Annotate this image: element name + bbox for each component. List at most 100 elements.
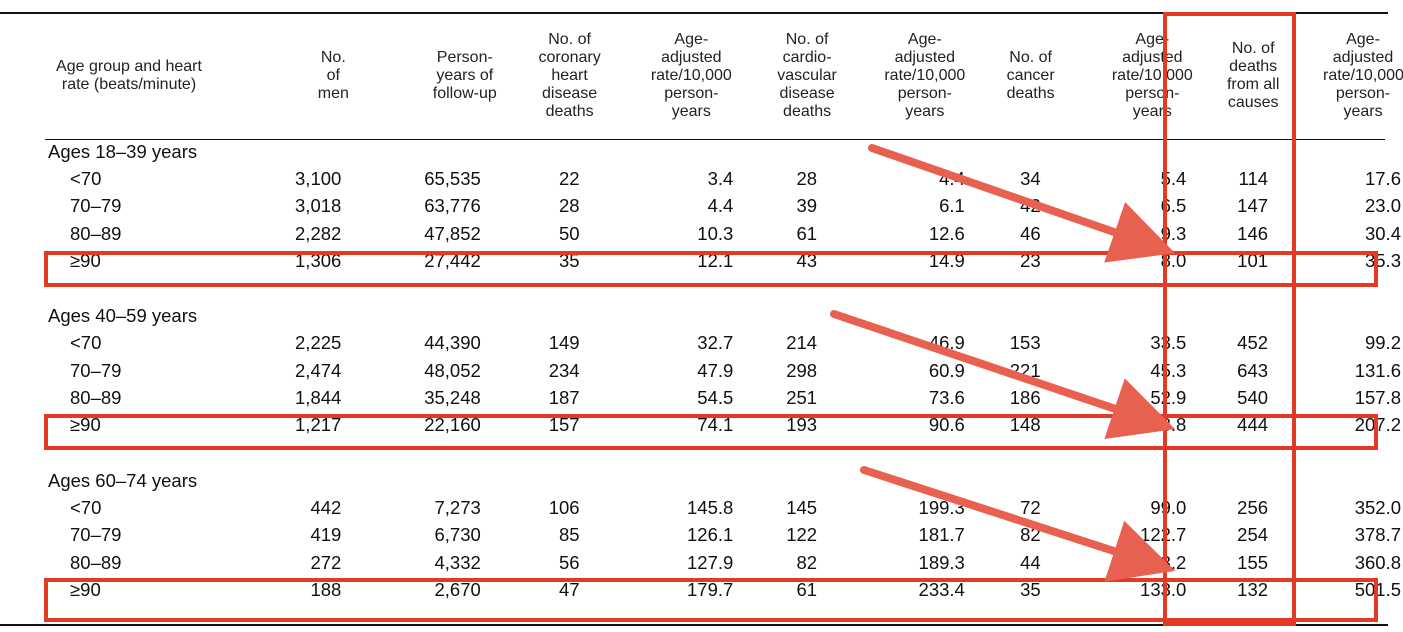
cell-cancer-deaths: 44	[1020, 551, 1041, 573]
cell-label: 70–79	[70, 195, 122, 217]
cell-cvd-deaths: 214	[786, 332, 818, 354]
header-row: Age group and heart rate (beats/minute) …	[48, 14, 1403, 138]
cell-chd-rate: 127.9	[687, 551, 734, 573]
cell-chd-rate: 179.7	[687, 578, 734, 600]
cell-cvd-rate: 181.7	[918, 524, 965, 546]
cell-men: 2,225	[295, 332, 342, 354]
col-header-age-group: Age group and heart rate (beats/minute)	[56, 58, 202, 93]
cell-cvd-rate: 90.6	[928, 414, 965, 436]
cell-cvd-rate: 189.3	[918, 551, 965, 573]
table-bottom-rule	[0, 624, 1388, 626]
cell-chd-rate: 145.8	[687, 496, 734, 518]
cell-label: ≥90	[70, 249, 101, 271]
arrow-60-74	[860, 466, 1176, 582]
table-row: 80–89 2,282 47,852 50 10.3 61 12.6 46 9.3 146 30.4	[48, 220, 1403, 247]
cell-cancer-rate: 45.3	[1150, 359, 1187, 381]
cell-label: <70	[70, 167, 102, 189]
col-header-all-cause-deaths: No. of deaths from all causes	[1226, 40, 1280, 111]
highlight-all-causes-column	[1163, 12, 1296, 626]
cell-chd-deaths: 22	[559, 167, 580, 189]
cell-label: 80–89	[70, 387, 122, 409]
cell-person-years: 22,160	[424, 414, 481, 436]
cell-all-cause-rate: 17.6	[1364, 167, 1401, 189]
cell-label: <70	[70, 332, 102, 354]
cell-all-cause-deaths: 256	[1237, 496, 1269, 518]
cell-person-years: 2,670	[434, 578, 481, 600]
cell-cvd-deaths: 61	[796, 222, 818, 244]
cell-chd-rate: 47.9	[697, 359, 734, 381]
cell-chd-deaths: 149	[548, 332, 580, 354]
table-row: 80–89 272 4,332 56 127.9 82 189.3 44 103.2 155 360…	[48, 549, 1403, 576]
cell-cancer-deaths: 34	[1020, 167, 1041, 189]
table-row: 80–89 1,844 35,248 187 54.5 251 73.6 186 52.9 540…	[48, 384, 1403, 411]
arrow-40-59	[830, 310, 1176, 439]
cell-chd-rate: 74.1	[697, 414, 734, 436]
cell-label: 70–79	[70, 524, 122, 546]
cell-chd-deaths: 85	[559, 524, 580, 546]
group-label: Ages 18–39 years	[48, 140, 198, 162]
col-header-chd-deaths: No. of coronary heart disease deaths	[538, 31, 601, 120]
group-header-row: Ages 60–74 years	[48, 467, 1403, 494]
cell-men: 3,100	[295, 167, 342, 189]
highlight-row-60-74-ge90	[44, 578, 1378, 622]
cell-cancer-deaths: 186	[1009, 387, 1041, 409]
cell-cvd-rate: 233.4	[918, 578, 965, 600]
cell-cancer-deaths: 46	[1020, 222, 1041, 244]
cell-cvd-deaths: 122	[786, 524, 818, 546]
cell-cvd-deaths: 145	[786, 496, 818, 518]
cell-chd-rate: 12.1	[697, 249, 734, 271]
cell-cvd-rate: 60.9	[928, 359, 965, 381]
cell-cancer-rate: 5.4	[1160, 167, 1187, 189]
cell-all-cause-deaths: 643	[1237, 359, 1269, 381]
cell-chd-rate: 4.4	[707, 195, 734, 217]
arrow-18-39	[868, 144, 1176, 263]
cell-person-years: 27,442	[424, 249, 481, 271]
cell-cvd-deaths: 43	[796, 249, 818, 271]
col-header-cvd-rate: Age-adjusted rate/10,000 person-years	[884, 31, 966, 120]
cell-cvd-rate: 73.6	[928, 387, 965, 409]
cell-cancer-deaths: 23	[1020, 249, 1041, 271]
cell-chd-rate: 32.7	[697, 332, 734, 354]
col-header-chd-rate: Age-adjusted rate/10,000 person-years	[650, 31, 732, 120]
table-row: <70 2,225 44,390 149 32.7 214 46.9 153 33.5 452 99…	[48, 330, 1403, 357]
cell-chd-rate: 126.1	[687, 524, 734, 546]
cell-label: 80–89	[70, 551, 122, 573]
cell-label: ≥90	[70, 578, 101, 600]
cell-all-cause-rate: 131.6	[1354, 359, 1401, 381]
cell-cvd-rate: 14.9	[928, 249, 965, 271]
group-label: Ages 40–59 years	[48, 305, 198, 327]
cell-chd-deaths: 187	[548, 387, 580, 409]
group-header-row: Ages 40–59 years	[48, 302, 1403, 329]
table-row: 70–79 2,474 48,052 234 47.9 298 60.9 221 45.3 643…	[48, 357, 1403, 384]
cell-all-cause-rate: 352.0	[1354, 496, 1401, 518]
cell-chd-rate: 3.4	[707, 167, 734, 189]
cell-all-cause-rate: 23.0	[1364, 195, 1401, 217]
cell-men: 3,018	[295, 195, 342, 217]
cell-all-cause-deaths: 254	[1237, 524, 1269, 546]
cell-all-cause-deaths: 452	[1237, 332, 1269, 354]
cell-label: 80–89	[70, 222, 122, 244]
cell-person-years: 48,052	[424, 359, 481, 381]
cell-all-cause-deaths: 444	[1237, 414, 1269, 436]
table-row: ≥90 1,306 27,442 35 12.1 43 14.9 23 8.0 101 35.3	[48, 247, 1403, 274]
cell-cancer-rate: 33.5	[1150, 332, 1187, 354]
col-header-all-cause-rate: Age-adjusted rate/10,000 person-years	[1323, 31, 1403, 120]
cell-cancer-rate: 99.0	[1150, 496, 1187, 518]
cell-all-cause-rate: 35.3	[1364, 249, 1401, 271]
cell-chd-rate: 10.3	[697, 222, 734, 244]
cell-chd-deaths: 106	[548, 496, 580, 518]
cell-label: ≥90	[70, 414, 101, 436]
cell-cancer-deaths: 153	[1009, 332, 1041, 354]
cell-all-cause-deaths: 147	[1237, 195, 1269, 217]
cell-chd-deaths: 35	[559, 249, 580, 271]
cell-cvd-deaths: 251	[786, 387, 818, 409]
cell-person-years: 47,852	[424, 222, 481, 244]
cell-cancer-deaths: 35	[1020, 578, 1041, 600]
cell-all-cause-deaths: 101	[1237, 249, 1269, 271]
cell-person-years: 65,535	[424, 167, 481, 189]
cell-cvd-deaths: 298	[786, 359, 818, 381]
cell-all-cause-deaths: 540	[1237, 387, 1269, 409]
col-header-no-of-men: No. of men	[317, 49, 349, 102]
cell-cvd-rate: 6.1	[939, 195, 965, 217]
